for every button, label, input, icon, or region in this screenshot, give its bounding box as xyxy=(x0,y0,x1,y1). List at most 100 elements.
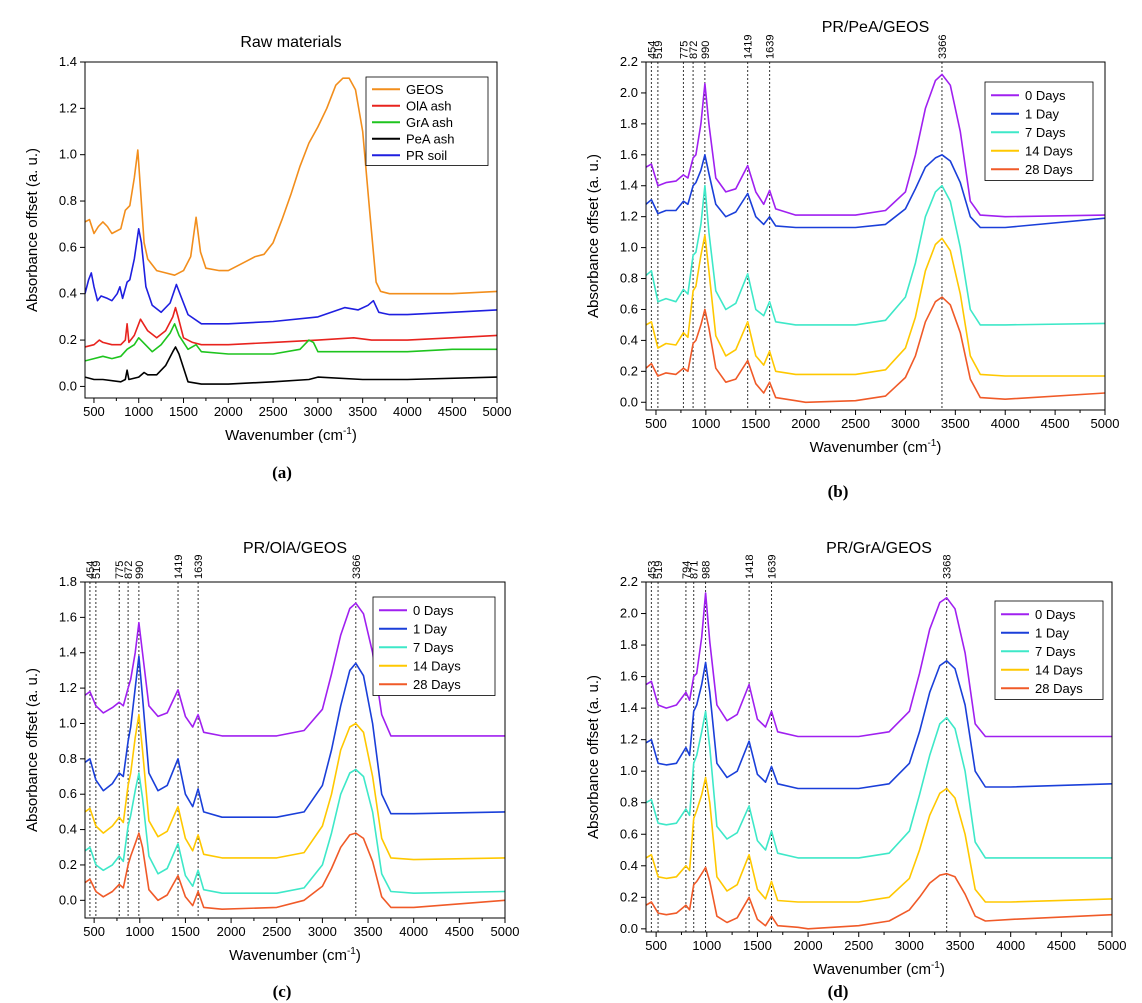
y-tick-label: 1.8 xyxy=(59,574,77,589)
x-axis-label-main: Wavenumber (cm xyxy=(813,961,931,978)
peak-label: 1419 xyxy=(743,35,755,59)
peak-label: 990 xyxy=(700,41,712,59)
x-tick-label: 500 xyxy=(645,938,667,953)
x-tick-label: 1000 xyxy=(691,416,720,431)
series-line xyxy=(646,710,1112,859)
y-tick-label: 2.0 xyxy=(620,85,638,100)
legend-label: 14 Days xyxy=(1025,143,1073,158)
x-tick-label: 3000 xyxy=(308,924,337,939)
peak-label: 3368 xyxy=(942,555,954,579)
peak-label: 3366 xyxy=(937,35,949,59)
y-tick-label: 0.6 xyxy=(620,301,638,316)
y-tick-label: 1.4 xyxy=(620,700,638,715)
x-tick-label: 1000 xyxy=(125,924,154,939)
series-line xyxy=(85,77,497,295)
x-tick-label: 4500 xyxy=(445,924,474,939)
legend-label: 1 Day xyxy=(1035,625,1069,640)
y-tick-label: 0.2 xyxy=(620,363,638,378)
y-tick-label: 0.8 xyxy=(59,193,77,208)
chart-title: PR/GrA/GEOS xyxy=(826,540,932,557)
y-tick-label: 1.0 xyxy=(59,715,77,730)
y-tick-label: 0.6 xyxy=(59,239,77,254)
x-tick-label: 1500 xyxy=(171,924,200,939)
peak-label: 990 xyxy=(134,561,146,579)
y-tick-label: 1.0 xyxy=(620,763,638,778)
legend-label: OlA ash xyxy=(406,98,452,113)
series-line xyxy=(85,713,505,861)
series-line xyxy=(646,73,1105,218)
series-line xyxy=(85,228,497,325)
x-axis-label-sup: -1 xyxy=(347,946,356,957)
x-tick-label: 3500 xyxy=(941,416,970,431)
series-line xyxy=(85,602,505,737)
x-tick-label: 4000 xyxy=(991,416,1020,431)
legend-label: GrA ash xyxy=(406,115,453,130)
x-tick-label: 1500 xyxy=(741,416,770,431)
peak-label: 519 xyxy=(653,561,665,579)
y-tick-label: 0.2 xyxy=(59,332,77,347)
x-tick-label: 5000 xyxy=(1098,938,1127,953)
y-tick-label: 1.2 xyxy=(620,732,638,747)
x-tick-label: 4500 xyxy=(1041,416,1070,431)
chart-title: Raw materials xyxy=(240,34,341,51)
legend-label: 28 Days xyxy=(413,677,461,692)
y-tick-label: 0.8 xyxy=(620,271,638,286)
x-tick-label: 1500 xyxy=(743,938,772,953)
panel-a: Raw materials 500 1000 1500 2000 2500 3000 3500… xyxy=(24,34,511,444)
x-tick-label: 4000 xyxy=(996,938,1025,953)
y-tick-label: 1.4 xyxy=(59,54,77,69)
series-line xyxy=(85,306,497,348)
x-tick-label: 1500 xyxy=(169,404,198,419)
x-axis-label-end: ) xyxy=(352,427,357,444)
x-tick-label: 4000 xyxy=(399,924,428,939)
x-tick-label: 5000 xyxy=(1091,416,1120,431)
x-axis-label: Wavenumber (cm-1) xyxy=(229,946,361,964)
y-tick-label: 1.6 xyxy=(59,609,77,624)
series-line xyxy=(85,832,505,910)
series-line xyxy=(85,323,497,362)
x-tick-label: 3500 xyxy=(354,924,383,939)
x-tick-label: 500 xyxy=(83,924,105,939)
legend-label: 0 Days xyxy=(413,603,454,618)
legend-label: 7 Days xyxy=(1025,125,1066,140)
x-axis-label-main: Wavenumber (cm xyxy=(225,427,343,444)
peak-label: 1419 xyxy=(173,555,185,579)
series-line xyxy=(646,154,1105,229)
y-axis-label: Absorbance offset (a. u.) xyxy=(585,675,602,839)
y-tick-label: 0.0 xyxy=(620,921,638,936)
x-tick-label: 2500 xyxy=(841,416,870,431)
peak-label: 988 xyxy=(701,561,713,579)
x-tick-label: 3000 xyxy=(891,416,920,431)
peak-label: 453 xyxy=(646,561,658,579)
legend-label: PeA ash xyxy=(406,131,454,146)
y-axis-label: Absorbance offset (a. u.) xyxy=(24,148,41,312)
x-axis-label-main: Wavenumber (cm xyxy=(810,439,928,456)
legend-label: 14 Days xyxy=(1035,662,1083,677)
chart-title: PR/OlA/GEOS xyxy=(243,540,347,557)
y-tick-label: 0.4 xyxy=(620,332,638,347)
y-tick-label: 0.0 xyxy=(59,378,77,393)
legend-label: 14 Days xyxy=(413,658,461,673)
y-tick-label: 2.2 xyxy=(620,574,638,589)
x-tick-label: 2500 xyxy=(262,924,291,939)
y-tick-label: 0.8 xyxy=(59,751,77,766)
y-tick-label: 0.6 xyxy=(59,786,77,801)
y-tick-label: 1.0 xyxy=(620,240,638,255)
x-axis-label-sup: -1 xyxy=(931,960,940,971)
y-tick-label: 2.2 xyxy=(620,54,638,69)
peak-label: 872 xyxy=(123,561,135,579)
peak-label: 1639 xyxy=(193,555,205,579)
x-tick-label: 5000 xyxy=(491,924,520,939)
y-tick-label: 0.2 xyxy=(620,889,638,904)
series-line xyxy=(646,592,1112,738)
plot-frame xyxy=(645,61,1106,411)
y-tick-label: 0.0 xyxy=(620,394,638,409)
y-tick-label: 0.2 xyxy=(59,857,77,872)
y-tick-label: 1.6 xyxy=(620,147,638,162)
x-tick-label: 500 xyxy=(645,416,667,431)
x-tick-label: 2500 xyxy=(844,938,873,953)
plot-frame xyxy=(645,581,1113,933)
